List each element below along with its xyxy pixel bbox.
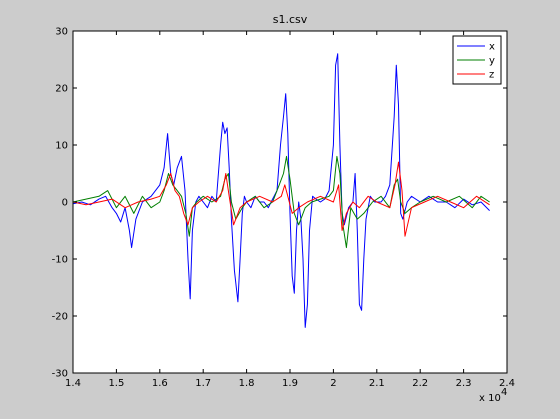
y-tick-label: 10 <box>55 141 68 152</box>
x-tick-label: 1.4 <box>65 378 81 389</box>
chart-title: s1.csv <box>273 13 308 26</box>
x-tick-label: 2.4 <box>499 378 515 389</box>
x-tick-label: 2.2 <box>412 378 428 389</box>
y-tick-label: -10 <box>52 255 68 266</box>
x-tick-label: 2.1 <box>369 378 385 389</box>
legend-label-z: z <box>489 70 494 81</box>
series-layer <box>72 53 490 328</box>
x-tick-label: 1.8 <box>239 378 255 389</box>
x-tick-label: 1.9 <box>282 378 298 389</box>
x-tick-label: 2.3 <box>456 378 472 389</box>
x-tick-label: 2 <box>330 378 336 389</box>
series-line-z <box>72 161 490 237</box>
y-tick-label: 30 <box>55 27 68 38</box>
x-tick-label: 1.7 <box>195 378 211 389</box>
y-tick-label: 20 <box>55 84 68 95</box>
ticks-layer: 1.4 1.5 1.6 1.7 1.8 1.9 2 2.1 2.2 2.3 2.4 30 20 10 0 -1… <box>52 27 515 390</box>
x-tick-label: 1.6 <box>152 378 168 389</box>
x-exponent-label: x 10 <box>479 393 501 404</box>
x-tick-label: 1.5 <box>108 378 124 389</box>
y-tick-label: -30 <box>52 369 68 380</box>
legend-label-y: y <box>489 56 495 67</box>
y-tick-label: -20 <box>52 312 68 323</box>
legend-label-x: x <box>489 42 495 53</box>
y-tick-label: 0 <box>62 198 68 209</box>
x-exponent-power: 4 <box>501 387 507 398</box>
legend: xyz <box>452 35 502 85</box>
